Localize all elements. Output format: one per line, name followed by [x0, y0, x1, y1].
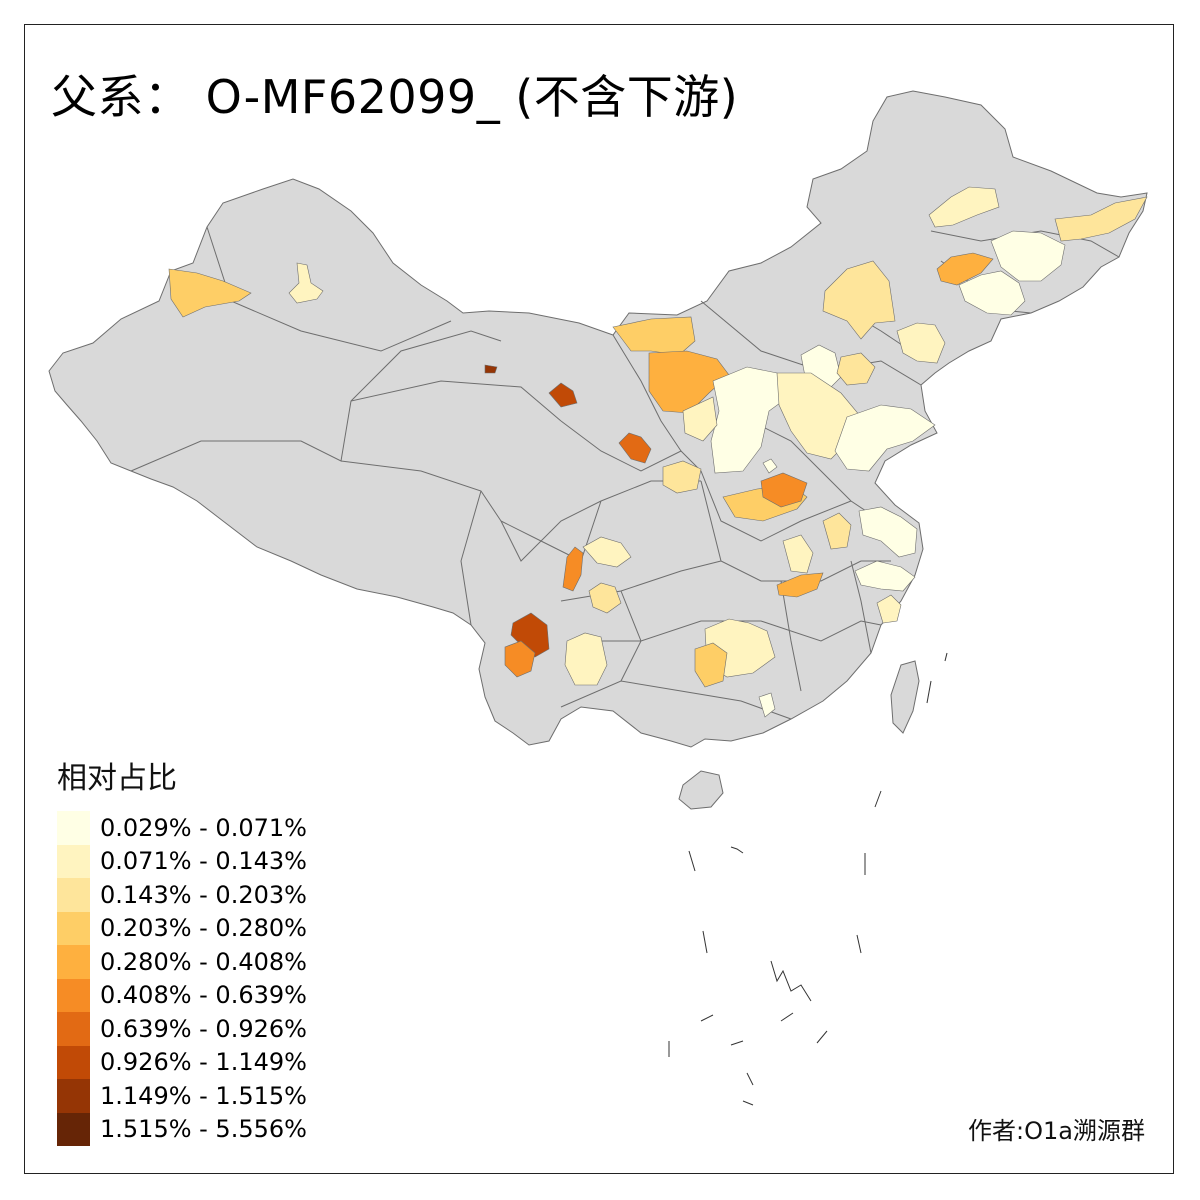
region-sichuan-west: [562, 546, 584, 592]
region-hunan-west: [694, 642, 728, 688]
region-heilongjiang-west: [928, 186, 1000, 228]
region-hubei-north: [782, 534, 814, 574]
legend-swatch: [57, 978, 90, 1012]
region-jilin-east: [990, 230, 1066, 282]
legend-label: 0.071% - 0.143%: [100, 847, 307, 876]
region-jilin-south: [958, 270, 1026, 316]
region-shaanxi-south: [662, 460, 702, 494]
legend-title: 相对占比: [57, 761, 177, 796]
hainan-island: [678, 770, 724, 810]
legend-item: 1.149% - 1.515%: [57, 1079, 307, 1113]
legend-swatch: [57, 844, 90, 878]
legend-list: 0.029% - 0.071% 0.071% - 0.143% 0.143% - 0…: [57, 811, 307, 1146]
legend-swatch: [57, 945, 90, 979]
region-yunnan-west: [510, 612, 550, 658]
region-xinjiang-north: [288, 262, 324, 304]
region-shandong: [834, 404, 936, 472]
taiwan-island: [890, 660, 920, 734]
legend-label: 0.143% - 0.203%: [100, 880, 307, 909]
region-inner-mongolia-east: [822, 260, 896, 340]
legend-swatch: [57, 1012, 90, 1046]
region-shanxi: [710, 366, 792, 474]
legend-swatch: [57, 878, 90, 912]
south-china-sea-islands: [668, 652, 948, 1106]
region-heilongjiang-east: [1054, 196, 1148, 242]
region-fujian: [876, 594, 902, 624]
region-sichuan-central: [582, 536, 632, 568]
legend-item: 0.408% - 0.639%: [57, 978, 307, 1012]
region-henan-central: [760, 472, 808, 508]
legend-item: 1.515% - 5.556%: [57, 1112, 307, 1146]
region-zhejiang: [854, 560, 916, 592]
legend-item: 0.203% - 0.280%: [57, 911, 307, 945]
author-credit: 作者:O1a溯源群: [968, 1117, 1145, 1145]
legend-label: 0.639% - 0.926%: [100, 1014, 307, 1043]
legend: 相对占比 0.029% - 0.071% 0.071% - 0.143% 0.143…: [57, 753, 307, 1146]
legend-swatch: [57, 1112, 90, 1146]
region-jiangsu: [858, 506, 918, 558]
choropleth-regions: [168, 186, 1148, 718]
legend-item: 0.071% - 0.143%: [57, 844, 307, 878]
region-qinghai-east: [618, 432, 652, 464]
region-anhui-north: [822, 512, 852, 550]
legend-item: 0.280% - 0.408%: [57, 945, 307, 979]
region-xinjiang-west: [168, 268, 252, 318]
region-jilin-west: [936, 252, 994, 286]
region-ningxia: [548, 382, 578, 408]
legend-label: 0.203% - 0.280%: [100, 914, 307, 943]
region-yunnan-central: [564, 632, 608, 686]
region-liaoning-west: [896, 322, 946, 364]
region-gansu-north: [484, 364, 498, 374]
region-inner-mongolia-west: [612, 316, 696, 356]
legend-label: 1.149% - 1.515%: [100, 1081, 307, 1110]
region-beijing-tianjin: [836, 352, 876, 386]
legend-swatch: [57, 1045, 90, 1079]
legend-swatch: [57, 1079, 90, 1113]
legend-label: 0.029% - 0.071%: [100, 813, 307, 842]
legend-label: 0.926% - 1.149%: [100, 1048, 307, 1077]
region-yunnan-southwest: [504, 640, 536, 678]
legend-item: 0.926% - 1.149%: [57, 1045, 307, 1079]
legend-swatch: [57, 811, 90, 845]
province-borders: [130, 226, 1120, 720]
legend-swatch: [57, 911, 90, 945]
region-shaanxi-north: [682, 396, 718, 442]
legend-item: 0.639% - 0.926%: [57, 1012, 307, 1046]
region-hubei-east: [776, 572, 824, 598]
legend-item: 0.029% - 0.071%: [57, 811, 307, 845]
region-gansu-east: [762, 458, 778, 474]
china-map: [48, 90, 1148, 1106]
map-frame: 父系： O-MF62099_ (不含下游) 相对占比 0.029% - 0.07…: [24, 24, 1174, 1174]
legend-item: 0.143% - 0.203%: [57, 878, 307, 912]
legend-label: 1.515% - 5.556%: [100, 1115, 307, 1144]
region-inner-mongolia-ordos: [648, 350, 730, 414]
region-sichuan-south: [588, 582, 622, 614]
map-title: 父系： O-MF62099_ (不含下游): [51, 70, 739, 124]
legend-label: 0.280% - 0.408%: [100, 947, 307, 976]
legend-label: 0.408% - 0.639%: [100, 981, 307, 1010]
region-guangxi-east: [758, 692, 776, 718]
